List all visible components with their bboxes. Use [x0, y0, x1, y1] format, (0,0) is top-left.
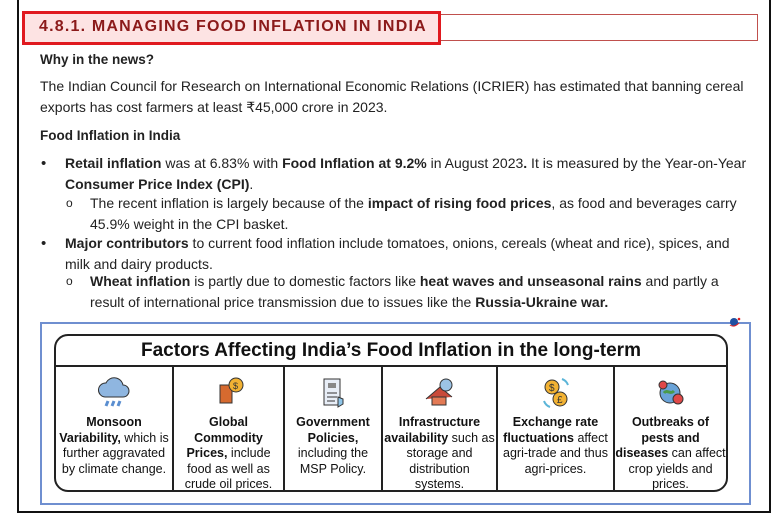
factor-title: Government Policies,: [296, 415, 370, 445]
factor-text: Infrastructure availability such as stor…: [383, 415, 496, 491]
factor-column: Government Policies, including the MSP P…: [285, 367, 383, 490]
sub-bullet-item: The recent inflation is largely because …: [90, 193, 750, 235]
bullet-text: was at 6.83% with: [161, 155, 283, 171]
bullet-text: is partly due to domestic factors like: [190, 273, 420, 289]
bullet-text: in August 2023: [426, 155, 524, 171]
factor-title: Exchange rate fluctuations: [503, 415, 599, 445]
bullet-text: .: [249, 176, 254, 192]
bullet-text: heat waves and unseasonal rains: [419, 273, 642, 289]
factor-text: Global Commodity Prices, include food as…: [174, 415, 283, 491]
factor-text: Exchange rate fluctuations affect agri-t…: [498, 415, 613, 477]
brand-logo-icon: [729, 317, 741, 327]
factor-description: affect agri-trade and thus agri-prices.: [503, 430, 608, 476]
bullet-text: Wheat inflation: [90, 273, 191, 289]
warehouse-roof-icon: [383, 371, 496, 415]
bullet-text: The recent inflation is largely because …: [90, 195, 368, 211]
factor-title: Infrastructure availability: [384, 415, 481, 445]
factor-title: Outbreaks of pests and diseases: [615, 415, 710, 460]
factor-title: Global Commodity Prices,: [186, 415, 263, 460]
currency-exchange-icon: $ £: [498, 371, 613, 415]
factor-text: Monsoon Variability, which is further ag…: [56, 415, 172, 477]
svg-text:$: $: [233, 381, 238, 391]
factor-text: Outbreaks of pests and diseases can affe…: [615, 415, 726, 491]
bullet-text: Major contributors: [65, 235, 189, 251]
bullet-marker: •: [41, 235, 47, 252]
factor-column: $ Global Commodity Prices, include food a…: [174, 367, 285, 491]
bullet-text: and partly a result of international pri…: [90, 273, 719, 310]
infographic-card: Factors Affecting India’s Food Inflation…: [54, 334, 728, 492]
factor-text: Government Policies, including the MSP P…: [285, 415, 381, 477]
food-inflation-title: Food Inflation in India: [40, 128, 181, 143]
sub-bullet-marker: o: [66, 274, 73, 288]
factor-column: $ £ Exchange rate fluctuations affect agri…: [498, 367, 615, 490]
bullet-item: Major contributors to current food infla…: [65, 233, 750, 275]
factor-title: Monsoon Variability,: [59, 415, 142, 445]
bullet-text: Consumer Price Index (CPI): [65, 176, 250, 192]
bullet-marker: •: [41, 155, 47, 172]
bullet-text: Russia-Ukraine war.: [475, 294, 609, 310]
infographic: Factors Affecting India’s Food Inflation…: [40, 322, 751, 505]
pest-virus-icon: [615, 371, 726, 415]
bullet-text: impact of rising food prices: [367, 195, 552, 211]
factor-description: including the MSP Policy.: [297, 446, 369, 476]
factor-description: which is further aggravated by climate c…: [61, 430, 169, 476]
sub-bullet-marker: o: [66, 196, 73, 210]
factor-description: can affect crop yields and prices.: [628, 446, 726, 491]
bullet-text: , as food and beverages carry 45.9% weig…: [90, 195, 737, 232]
bullet-text: Retail inflation: [65, 155, 162, 171]
factor-description: include food as well as crude oil prices…: [184, 446, 273, 491]
page-frame: [17, 0, 771, 513]
infographic-title: Factors Affecting India’s Food Inflation…: [56, 336, 726, 367]
cloud-rain-icon: [56, 371, 172, 415]
factor-column: Outbreaks of pests and diseases can affe…: [615, 367, 726, 491]
section-heading: 4.8.1. MANAGING FOOD INFLATION IN INDIA: [22, 11, 441, 45]
bullet-text: Food Inflation at 9.2%: [282, 155, 427, 171]
factor-column: Monsoon Variability, which is further ag…: [56, 367, 174, 490]
svg-text:£: £: [557, 395, 563, 406]
sub-bullet-item: Wheat inflation is partly due to domesti…: [90, 271, 750, 313]
bullet-text: to current food inflation include tomato…: [65, 235, 730, 272]
why-in-news-text: The Indian Council for Research on Inter…: [40, 78, 744, 115]
factor-description: such as storage and distribution systems…: [406, 430, 495, 491]
svg-text:$: $: [549, 383, 555, 394]
factor-column: Infrastructure availability such as stor…: [383, 367, 498, 491]
bullet-text: .: [523, 155, 528, 171]
bullet-text: It is measured by the Year-on-Year: [527, 155, 747, 171]
policy-document-icon: [285, 371, 381, 415]
commodity-coin-icon: $: [174, 371, 283, 415]
why-in-news-title: Why in the news?: [40, 52, 155, 67]
bullet-item: Retail inflation was at 6.83% with Food …: [65, 153, 750, 195]
